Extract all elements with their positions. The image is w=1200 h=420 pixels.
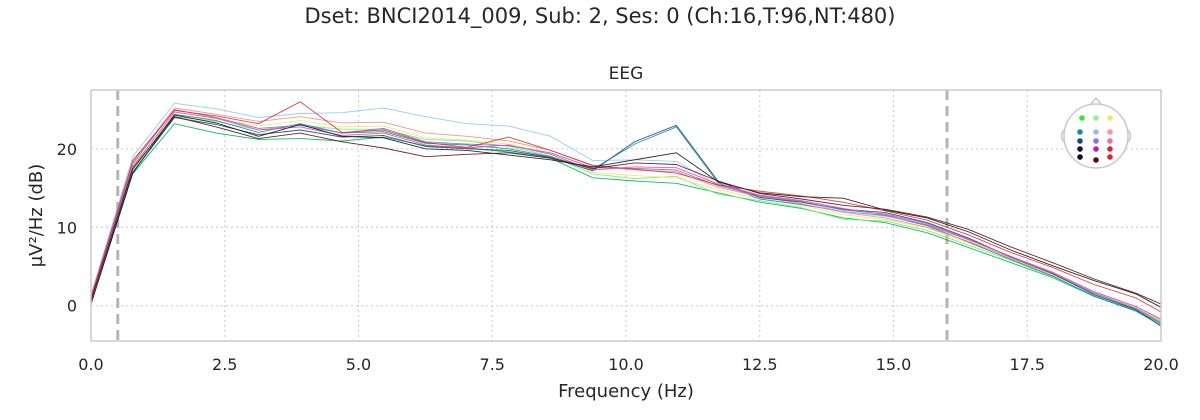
head-left-ear (1060, 129, 1065, 143)
y-tick-label: 10 (57, 218, 77, 237)
head-outline (1063, 103, 1129, 169)
x-tick-label: 15.0 (876, 355, 912, 374)
sensor-dot (1107, 146, 1113, 152)
x-tick-label: 5.0 (346, 355, 371, 374)
sensor-dot (1093, 146, 1099, 152)
band-marker-lines (116, 90, 949, 341)
sensor-dot (1093, 129, 1099, 135)
y-axis-label: µV²/Hz (dB) (26, 164, 47, 268)
series-line (90, 123, 1162, 325)
sensor-dot (1107, 129, 1113, 135)
x-tick-label: 0.0 (78, 355, 103, 374)
x-tick-label: 17.5 (1009, 355, 1045, 374)
sensor-dot (1079, 115, 1085, 121)
sensor-dot (1077, 138, 1083, 144)
series-line (90, 116, 1162, 323)
x-tick-label: 10.0 (608, 355, 644, 374)
axes-frame (90, 89, 1162, 342)
x-tick-label: 7.5 (480, 355, 505, 374)
sensor-dot (1093, 115, 1099, 121)
series-line (90, 101, 1162, 313)
series-lines (90, 101, 1162, 327)
x-tick-label: 12.5 (742, 355, 778, 374)
sensor-dot (1093, 157, 1099, 163)
axes-title: EEG (609, 64, 644, 84)
y-tick-label: 0 (67, 297, 77, 316)
series-line (90, 113, 1162, 326)
head-right-ear (1127, 129, 1132, 143)
sensor-dot (1107, 138, 1113, 144)
x-tick-label: 2.5 (212, 355, 237, 374)
y-tick-label: 20 (57, 140, 77, 159)
sensor-dot (1107, 115, 1113, 121)
sensor-dot (1077, 154, 1083, 160)
sensor-location-inset (1060, 96, 1132, 169)
x-axis-label: Frequency (Hz) (558, 381, 694, 402)
sensor-dot (1093, 138, 1099, 144)
sensor-dot (1077, 146, 1083, 152)
series-line (90, 114, 1162, 308)
series-line (90, 116, 1162, 305)
head-nose (1089, 96, 1103, 106)
sensor-dot (1107, 154, 1113, 160)
sensor-dot (1077, 129, 1083, 135)
figure-suptitle: Dset: BNCI2014_009, Sub: 2, Ses: 0 (Ch:1… (304, 4, 896, 28)
series-line (90, 107, 1162, 322)
x-tick-label: 20.0 (1143, 355, 1179, 374)
series-line (90, 111, 1162, 320)
x-tick-labels: 0.0 2.5 5.0 7.5 10.0 12.5 15.0 17.5 20.0 (78, 355, 1179, 374)
y-tick-labels: 0 10 20 (57, 140, 77, 316)
